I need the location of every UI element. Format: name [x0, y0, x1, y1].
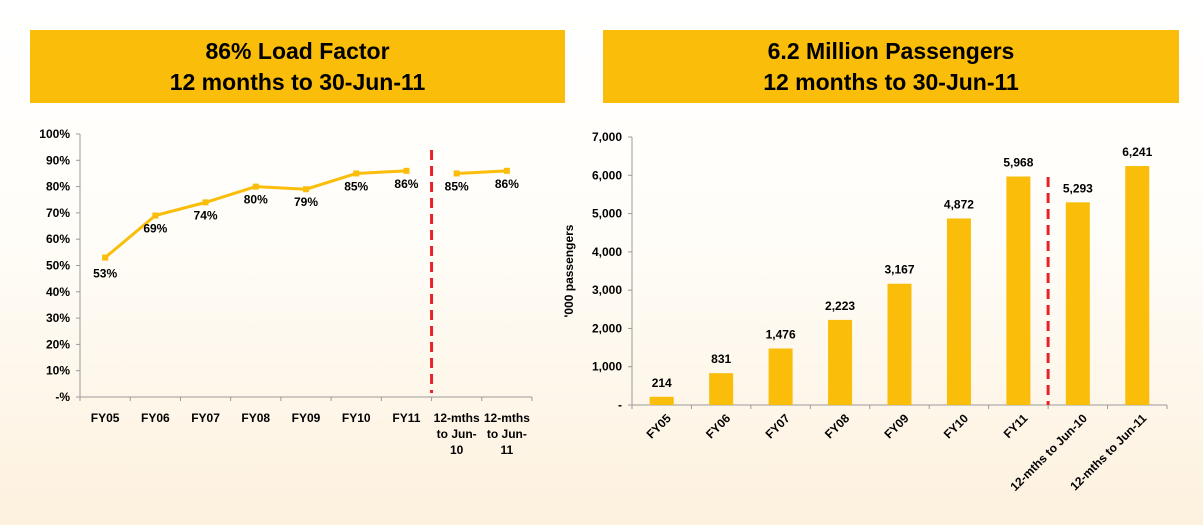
data-point	[252, 183, 259, 190]
y-tick-label: 20%	[46, 337, 70, 351]
x-tick-label: FY10	[941, 411, 971, 441]
passengers-title-box: 6.2 Million Passengers 12 months to 30-J…	[603, 30, 1179, 103]
y-tick-label: 60%	[46, 232, 70, 246]
passengers-subtitle: 12 months to 30-Jun-11	[763, 68, 1019, 95]
data-point	[503, 167, 510, 174]
data-label: 80%	[244, 193, 268, 207]
data-label: 53%	[93, 267, 117, 281]
load-factor-title: 86% Load Factor	[205, 37, 390, 64]
x-tick-label: FY11	[392, 411, 420, 425]
bar	[946, 218, 971, 405]
y-tick-label: 3,000	[592, 283, 622, 297]
data-label: 74%	[194, 208, 218, 222]
x-tick-label: FY09	[292, 411, 321, 425]
data-point	[303, 186, 309, 193]
bar	[768, 348, 793, 405]
passengers-bar-chart: - 1,000 2,000 3,000 4,000 5,000 6,000 7,000 '000…	[562, 130, 1168, 494]
bar	[1065, 202, 1090, 405]
x-tick-label: FY09	[881, 411, 911, 441]
y-tick-label: 80%	[46, 180, 70, 194]
y-tick-label: 2,000	[592, 321, 622, 335]
y-tick-label: 30%	[46, 311, 70, 325]
x-tick-label: FY07	[191, 411, 220, 425]
data-label: 831	[711, 352, 731, 366]
x-tick-label: FY11	[1001, 411, 1031, 441]
data-label: 86%	[495, 177, 519, 191]
y-tick-label: 90%	[46, 153, 70, 167]
y-tick-label: -%	[55, 390, 70, 404]
data-label: 79%	[294, 195, 318, 209]
y-tick-label: 10%	[46, 364, 70, 378]
data-point	[102, 254, 109, 261]
data-label: 2,223	[825, 299, 855, 313]
bar	[887, 283, 912, 405]
bar	[1006, 176, 1031, 405]
data-label: 5,293	[1063, 181, 1093, 195]
data-point	[152, 212, 159, 219]
data-label: 1,476	[766, 327, 796, 341]
data-point	[403, 167, 410, 174]
x-tick-label: FY08	[822, 411, 852, 441]
x-tick-label: FY05	[91, 411, 120, 425]
series-line-12mths	[456, 169, 507, 175]
data-label: 3,167	[884, 263, 914, 277]
x-tick-label: 12-mths to Jun-11	[484, 411, 530, 457]
bar	[649, 396, 674, 405]
passengers-title: 6.2 Million Passengers	[767, 37, 1015, 64]
y-tick-label: 4,000	[592, 245, 622, 259]
bar	[828, 319, 853, 405]
data-point	[453, 170, 460, 177]
y-tick-label: 100%	[39, 127, 70, 141]
x-tick-label: 12-mths to Jun-10	[434, 411, 480, 457]
load-factor-title-box: 86% Load Factor 12 months to 30-Jun-11	[30, 30, 565, 103]
x-tick-label: FY05	[644, 411, 674, 441]
x-tick-label: FY08	[241, 411, 270, 425]
y-tick-label: 40%	[46, 285, 70, 299]
load-factor-subtitle: 12 months to 30-Jun-11	[169, 68, 426, 95]
y-tick-label: 5,000	[592, 207, 622, 221]
y-tick-label: 50%	[46, 259, 70, 273]
y-axis-title: '000 passengers	[562, 224, 576, 317]
x-tick-label: FY06	[703, 411, 733, 441]
x-tick-label: FY06	[141, 411, 170, 425]
bar	[709, 373, 734, 405]
y-tick-label: 6,000	[592, 168, 622, 182]
x-tick-label: FY10	[342, 411, 371, 425]
load-factor-line-chart: -% 10% 20% 30% 40% 50% 60% 70% 80% 90% 100% FY05 FY0…	[39, 127, 533, 457]
y-tick-label: 7,000	[592, 130, 622, 144]
y-tick-label: 1,000	[592, 360, 622, 374]
data-label: 85%	[344, 179, 368, 193]
data-label: 4,872	[944, 197, 974, 211]
bar	[1125, 166, 1150, 405]
data-point	[202, 199, 209, 206]
data-label: 85%	[445, 179, 469, 193]
data-label: 214	[652, 376, 672, 390]
y-tick-label: 70%	[46, 206, 70, 220]
data-label: 6,241	[1122, 145, 1152, 159]
y-tick-label: -	[618, 398, 622, 412]
data-label: 86%	[394, 177, 418, 191]
x-tick-label: FY07	[763, 411, 793, 441]
data-point	[353, 170, 360, 177]
data-label: 5,968	[1003, 156, 1033, 170]
data-label: 69%	[143, 222, 167, 236]
